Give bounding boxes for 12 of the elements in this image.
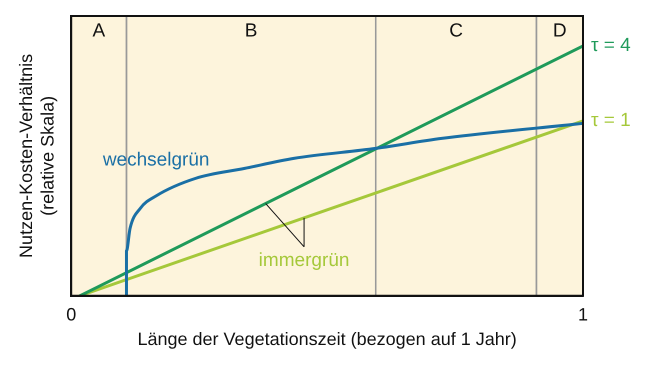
x-tick-label: 0 [66, 304, 76, 325]
x-tick-label: 1 [578, 304, 588, 325]
band-label: D [552, 20, 567, 42]
series-label: τ = 1 [591, 110, 631, 132]
y-axis-title: Nutzen-Kosten-Verhältnis (relative Skala) [16, 54, 58, 258]
band-label: C [449, 20, 463, 42]
band-label: A [92, 20, 106, 42]
series-label: τ = 4 [591, 35, 632, 56]
x-axis-title: Länge der Vegetationszeit (bezogen auf 1 Jahr) [137, 329, 517, 350]
series-label: wechselgrün [102, 150, 210, 171]
annotation: immergrün [258, 250, 350, 272]
band-label: B [244, 20, 258, 42]
